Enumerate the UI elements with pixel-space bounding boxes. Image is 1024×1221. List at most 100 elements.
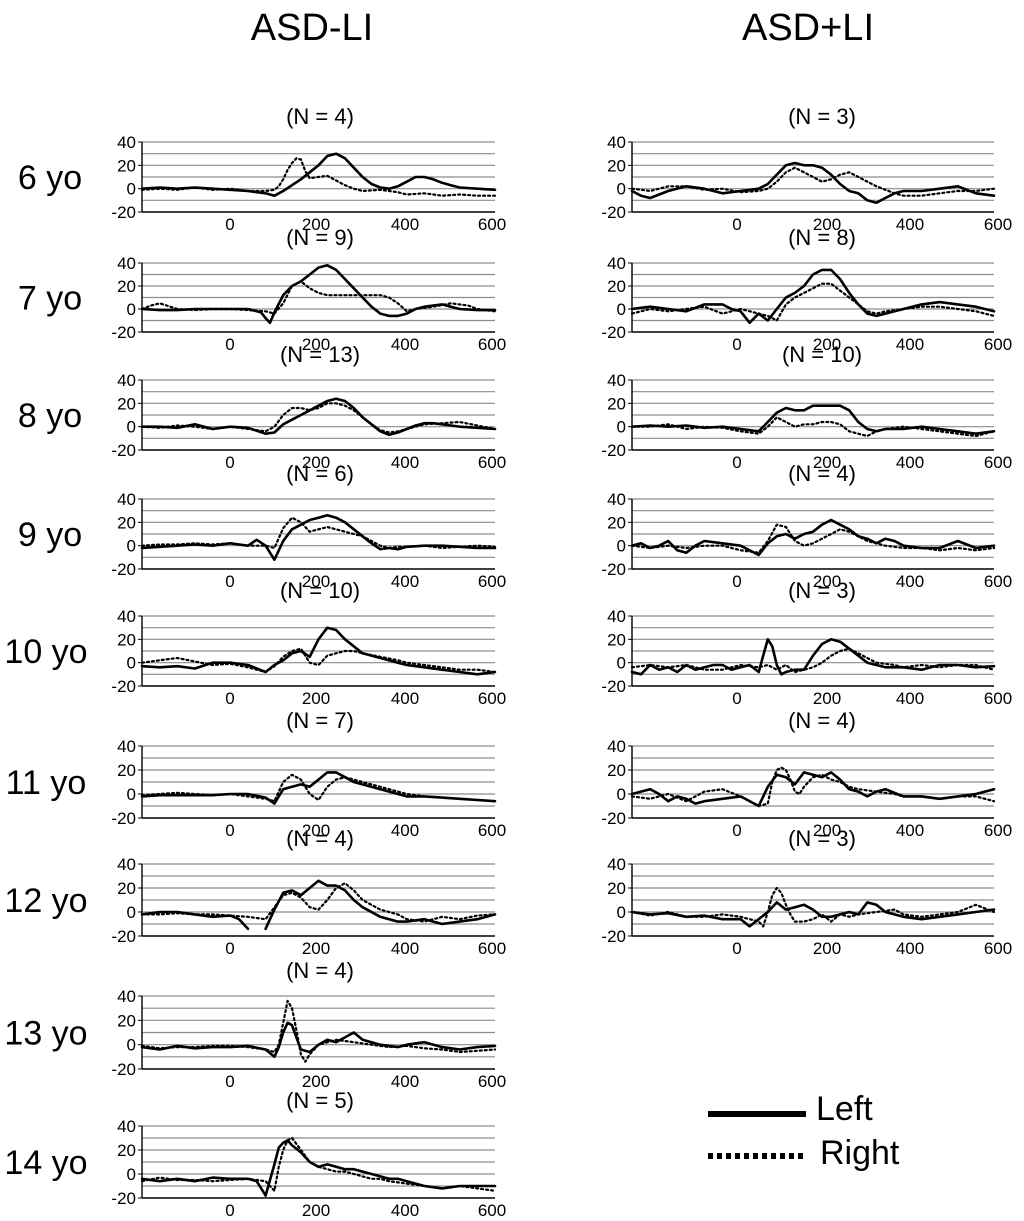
y-tick-label: 40 [607, 737, 626, 756]
x-tick-label: 600 [984, 453, 1012, 472]
series-right [140, 773, 497, 803]
n-label: (N = 7) [286, 708, 354, 733]
x-tick-label: 400 [896, 572, 924, 591]
y-tick-label: 40 [117, 254, 136, 273]
series-left [140, 264, 497, 325]
y-tick-label: 40 [607, 133, 626, 152]
y-tick-label: -20 [111, 1060, 136, 1079]
y-tick-label: 0 [127, 537, 136, 556]
y-tick-label: 0 [127, 1036, 136, 1055]
y-tick-label: -20 [111, 323, 136, 342]
x-tick-label: 600 [478, 821, 506, 840]
n-label: (N = 3) [788, 826, 856, 851]
series-left [140, 1021, 497, 1059]
x-tick-label: 0 [225, 821, 234, 840]
x-tick-label: 200 [813, 572, 841, 591]
x-tick-label: 400 [391, 689, 419, 708]
x-tick-label: 600 [478, 572, 506, 591]
n-label: (N = 10) [782, 342, 862, 367]
x-tick-label: 200 [813, 453, 841, 472]
y-tick-label: 0 [127, 785, 136, 804]
series-right [630, 886, 996, 928]
y-tick-label: 20 [117, 1141, 136, 1160]
series-right [630, 416, 996, 438]
x-tick-label: 600 [984, 572, 1012, 591]
y-tick-label: 40 [607, 371, 626, 390]
y-tick-label: 0 [127, 418, 136, 437]
y-tick-label: -20 [111, 677, 136, 696]
y-tick-label: -20 [601, 677, 626, 696]
x-tick-label: 400 [391, 335, 419, 354]
series-right [140, 1136, 497, 1192]
x-tick-label: 400 [391, 821, 419, 840]
y-tick-label: 0 [127, 180, 136, 199]
series-right [140, 157, 497, 197]
y-tick-label: 40 [117, 490, 136, 509]
series-right [140, 280, 497, 315]
y-tick-label: -20 [601, 927, 626, 946]
y-tick-label: 40 [117, 737, 136, 756]
y-tick-label: 20 [117, 394, 136, 413]
y-tick-label: 0 [127, 903, 136, 922]
x-tick-label: 600 [478, 939, 506, 958]
age-label: 14 yo [4, 1144, 87, 1182]
x-tick-label: 0 [225, 335, 234, 354]
series-right [630, 282, 996, 322]
y-tick-label: 20 [607, 277, 626, 296]
n-label: (N = 13) [280, 342, 360, 367]
y-tick-label: 0 [127, 654, 136, 673]
y-tick-label: -20 [111, 809, 136, 828]
legend-right-label: Right [820, 1134, 900, 1172]
x-tick-label: 400 [896, 335, 924, 354]
x-tick-label: 0 [732, 335, 741, 354]
y-tick-label: -20 [111, 560, 136, 579]
x-tick-label: 400 [896, 939, 924, 958]
y-tick-label: -20 [601, 560, 626, 579]
y-tick-label: 20 [117, 879, 136, 898]
y-tick-label: 40 [117, 987, 136, 1006]
y-tick-label: 20 [117, 513, 136, 532]
y-tick-label: 40 [607, 254, 626, 273]
x-tick-label: 0 [732, 939, 741, 958]
n-label: (N = 8) [788, 225, 856, 250]
column-title-asd-plus-li: ASD+LI [742, 7, 874, 49]
x-tick-label: 0 [732, 215, 741, 234]
n-label: (N = 4) [286, 958, 354, 983]
x-tick-label: 400 [391, 215, 419, 234]
x-tick-label: 400 [896, 821, 924, 840]
x-tick-label: 400 [391, 939, 419, 958]
x-tick-label: 0 [225, 215, 234, 234]
age-label: 8 yo [18, 397, 82, 435]
x-tick-label: 200 [813, 939, 841, 958]
x-tick-label: 400 [391, 1072, 419, 1091]
y-tick-label: -20 [111, 441, 136, 460]
series-left [140, 397, 497, 437]
y-tick-label: 40 [607, 607, 626, 626]
x-tick-label: 400 [391, 453, 419, 472]
age-label: 11 yo [6, 764, 87, 802]
y-tick-label: 40 [117, 1117, 136, 1136]
series-left [630, 638, 996, 676]
x-tick-label: 600 [478, 215, 506, 234]
y-tick-label: 40 [117, 607, 136, 626]
series-right [140, 516, 497, 550]
y-tick-label: 20 [117, 277, 136, 296]
series-right [140, 882, 497, 923]
y-tick-label: -20 [111, 203, 136, 222]
x-tick-label: 200 [302, 572, 330, 591]
x-tick-label: 0 [225, 1201, 234, 1220]
x-tick-label: 600 [478, 1072, 506, 1091]
x-tick-label: 400 [391, 1201, 419, 1220]
n-label: (N = 4) [788, 461, 856, 486]
